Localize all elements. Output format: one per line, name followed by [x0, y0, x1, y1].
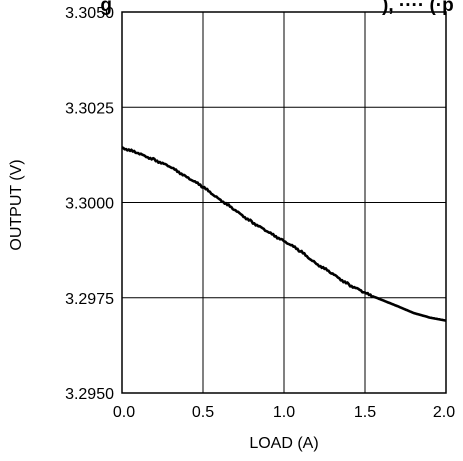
series-group [121, 146, 447, 322]
y-tick-label: 3.3050 [65, 5, 114, 22]
y-tick-label: 3.3025 [65, 100, 114, 117]
y-tick-label: 3.2975 [65, 291, 114, 308]
plot-frame [121, 11, 447, 394]
y-tick-label: 3.3000 [65, 196, 114, 213]
grid [122, 12, 446, 393]
y-tick-label: 3.2950 [65, 386, 114, 403]
y-axis-title: OUTPUT (V) [8, 159, 25, 250]
x-tick-label: 1.5 [354, 404, 376, 421]
y-tick-labels: 3.2950 3.2975 3.3000 3.3025 3.3050 [65, 5, 114, 403]
chart-title-left: g [100, 0, 112, 16]
x-tick-labels: 0.0 0.5 1.0 1.5 2.0 [113, 404, 455, 421]
x-axis-title: LOAD (A) [249, 435, 318, 452]
chart-title-group: g ), ···· (·p [100, 0, 453, 16]
x-tick-label: 0.5 [192, 404, 214, 421]
x-tick-label: 0.0 [113, 404, 135, 421]
x-tick-label: 2.0 [433, 404, 455, 421]
series-line [121, 146, 447, 322]
x-tick-label: 1.0 [273, 404, 295, 421]
chart-title-right: ), ···· (·p [382, 0, 454, 16]
